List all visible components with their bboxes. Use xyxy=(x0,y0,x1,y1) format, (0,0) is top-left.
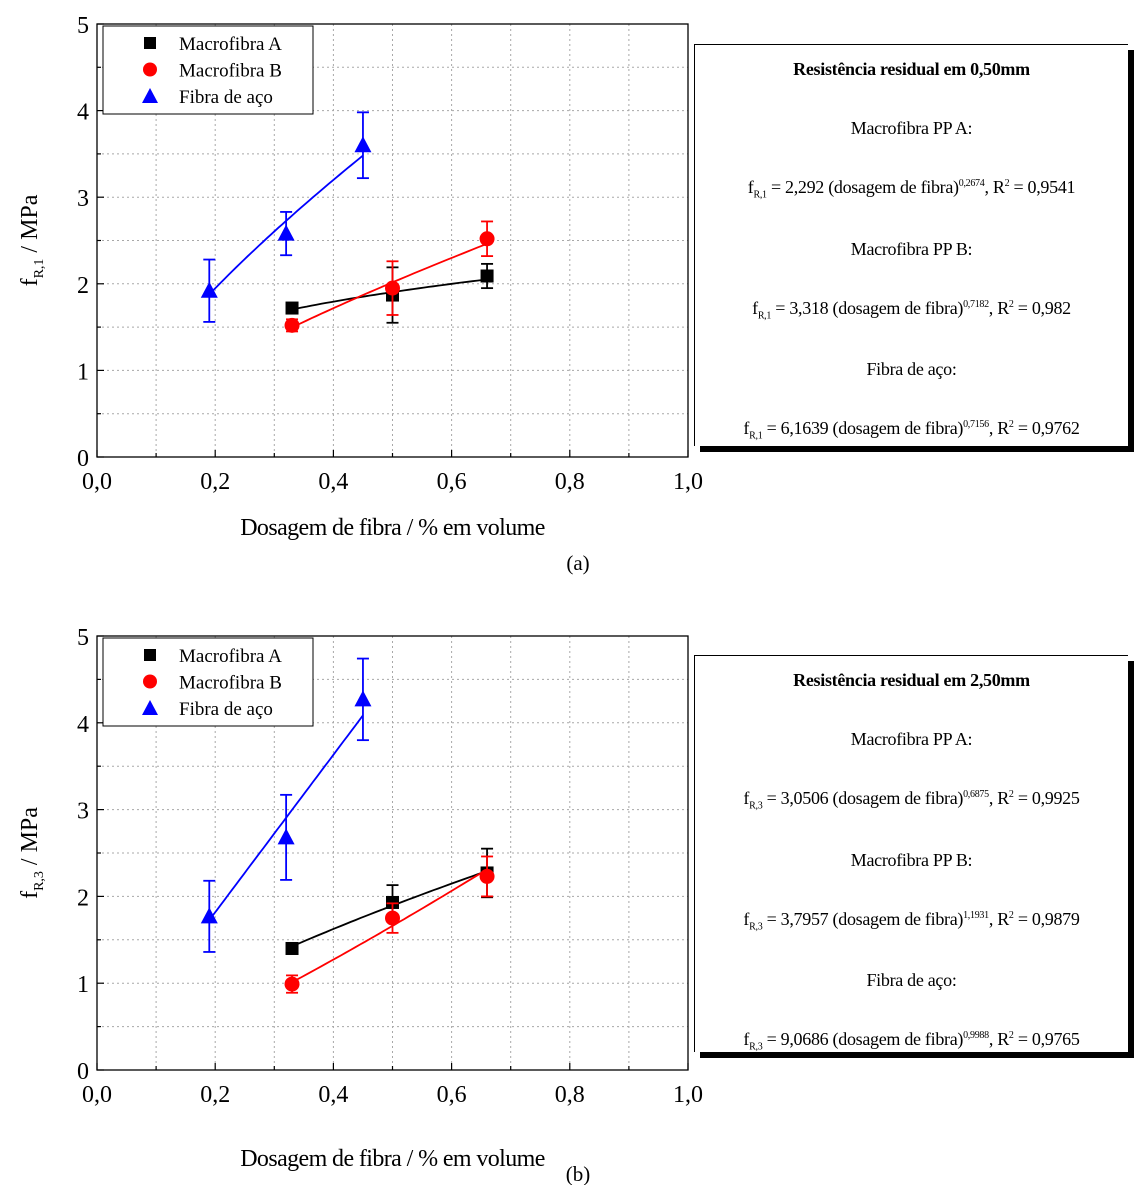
x-axis-title: Dosagem de fibra / % em volume xyxy=(240,515,545,541)
chart-b-plot: 0,0 0,2 0,4 0,6 0,8 1,0 0 1 2 3 4 5 Dosagem de fibra… xyxy=(17,625,703,1186)
equation-macrofibra-b: fR,1 = 3,318 (dosagem de fibra)0,7182, R… xyxy=(752,297,1071,322)
equation-macrofibra-b: fR,3 = 3,7957 (dosagem de fibra)1,1931, … xyxy=(743,908,1080,933)
legend-label: Fibra de aço xyxy=(179,699,273,720)
y-tick-label: 3 xyxy=(77,799,89,825)
y-axis-title: fR,3 / MPa xyxy=(17,807,47,899)
y-tick-label: 2 xyxy=(77,273,89,299)
box-heading-macrofibra-b: Macrofibra PP B: xyxy=(850,849,973,870)
equation-fibra-aco: fR,1 = 6,1639 (dosagem de fibra)0,7156, … xyxy=(743,418,1080,442)
data-point xyxy=(480,269,494,283)
data-point xyxy=(479,231,495,247)
legend-label: Macrofibra A xyxy=(179,646,282,667)
y-tick-label: 3 xyxy=(77,186,89,212)
x-tick-label: 0,0 xyxy=(82,1082,112,1108)
y-axis-title: fR,1 / MPa xyxy=(17,194,47,286)
y-tick-label: 5 xyxy=(77,13,89,39)
chart-a: 0,0 0,2 0,4 0,6 0,8 1,0 0 1 2 3 4 5 Dosagem de fibra… xyxy=(0,0,1136,580)
x-axis-title: Dosagem de fibra / % em volume xyxy=(240,1146,545,1172)
x-tick-label: 0,0 xyxy=(82,469,112,495)
legend-marker xyxy=(143,62,157,77)
series-macrofibra-b xyxy=(284,220,495,333)
series-macrofibra-b xyxy=(284,855,495,994)
x-tick-label: 0,4 xyxy=(318,1082,348,1108)
ticks xyxy=(96,635,689,1071)
series-fibra-de-aco xyxy=(200,111,372,323)
equation-fibra-aco: fR,3 = 9,0686 (dosagem de fibra)0,9988, … xyxy=(743,1029,1080,1053)
x-tick-label: 0,6 xyxy=(437,469,467,495)
equation-macrofibra-a: fR,1 = 2,292 (dosagem de fibra)0,2674, R… xyxy=(747,177,1076,201)
ticks xyxy=(96,23,689,458)
data-point xyxy=(200,907,218,924)
grid xyxy=(97,636,688,1070)
x-tick-label: 0,8 xyxy=(555,1082,585,1108)
legend-marker xyxy=(144,37,156,49)
series-macrofibra-a xyxy=(285,847,494,955)
legend-label: Fibra de aço xyxy=(179,87,273,108)
data-point xyxy=(285,301,299,315)
legend-marker xyxy=(142,700,158,715)
data-point xyxy=(277,224,295,241)
data-point xyxy=(354,136,372,153)
legend-label: Macrofibra B xyxy=(179,673,282,694)
data-point xyxy=(385,910,400,926)
y-tick-label: 1 xyxy=(77,972,89,998)
legend-label: Macrofibra B xyxy=(179,61,282,82)
box-heading-fibra-aco: Fibra de aço: xyxy=(866,970,957,991)
data-point xyxy=(385,280,400,296)
legend-marker xyxy=(144,649,156,661)
legend-marker xyxy=(142,88,158,103)
y-tick-label: 4 xyxy=(77,100,89,126)
chart-b: 0,0 0,2 0,4 0,6 0,8 1,0 0 1 2 3 4 5 Dosagem de fibra… xyxy=(0,615,1136,1195)
legend-box xyxy=(102,25,314,115)
data-point xyxy=(354,690,372,707)
box-title: Resistência residual em 0,50mm xyxy=(793,59,1030,79)
box-heading-macrofibra-a: Macrofibra PP A: xyxy=(850,729,973,749)
x-tick-label: 0,8 xyxy=(555,469,585,495)
legend-label: Macrofibra A xyxy=(179,34,282,55)
legend-marker xyxy=(143,674,157,689)
figure-caption: (a) xyxy=(566,551,589,575)
fit-curve-macrofibra-b xyxy=(291,868,488,983)
data-point xyxy=(277,828,295,845)
series-fibra-de-aco xyxy=(200,657,372,953)
legend: Macrofibra A Macrofibra B Fibra de aço xyxy=(102,637,314,727)
y-tick-label: 4 xyxy=(77,712,89,738)
x-tick-label: 0,4 xyxy=(318,469,348,495)
box-title: Resistência residual em 2,50mm xyxy=(793,670,1030,690)
box-heading-fibra-aco: Fibra de aço: xyxy=(866,359,957,380)
chart-a-plot: 0,0 0,2 0,4 0,6 0,8 1,0 0 1 2 3 4 5 Dosagem de fibra… xyxy=(17,13,703,575)
equation-macrofibra-a: fR,3 = 3,0506 (dosagem de fibra)0,6875, … xyxy=(743,788,1080,812)
fit-equations-box-b: Resistência residual em 2,50mm Macrofibr… xyxy=(694,655,1128,1053)
figure-caption: (b) xyxy=(566,1162,591,1185)
y-tick-label: 2 xyxy=(77,885,89,911)
data-point xyxy=(284,976,300,992)
legend: Macrofibra A Macrofibra B Fibra de aço xyxy=(102,25,314,115)
box-heading-macrofibra-a: Macrofibra PP A: xyxy=(850,118,973,138)
box-heading-macrofibra-b: Macrofibra PP B: xyxy=(850,238,973,259)
y-tick-label: 5 xyxy=(77,625,89,651)
x-tick-label: 0,6 xyxy=(437,1082,467,1108)
legend-box xyxy=(102,637,314,727)
x-tick-label: 0,2 xyxy=(200,1082,230,1108)
fit-equations-box-a: Resistência residual em 0,50mm Macrofibr… xyxy=(694,44,1128,446)
data-point xyxy=(284,317,300,333)
data-point xyxy=(479,868,495,884)
x-tick-label: 0,2 xyxy=(200,469,230,495)
x-tick-label: 1,0 xyxy=(673,1082,703,1108)
data-point xyxy=(285,941,299,955)
y-tick-label: 0 xyxy=(77,446,89,472)
data-point xyxy=(200,281,218,298)
y-tick-label: 1 xyxy=(77,359,89,385)
y-tick-label: 0 xyxy=(77,1059,89,1085)
x-tick-label: 1,0 xyxy=(673,469,703,495)
